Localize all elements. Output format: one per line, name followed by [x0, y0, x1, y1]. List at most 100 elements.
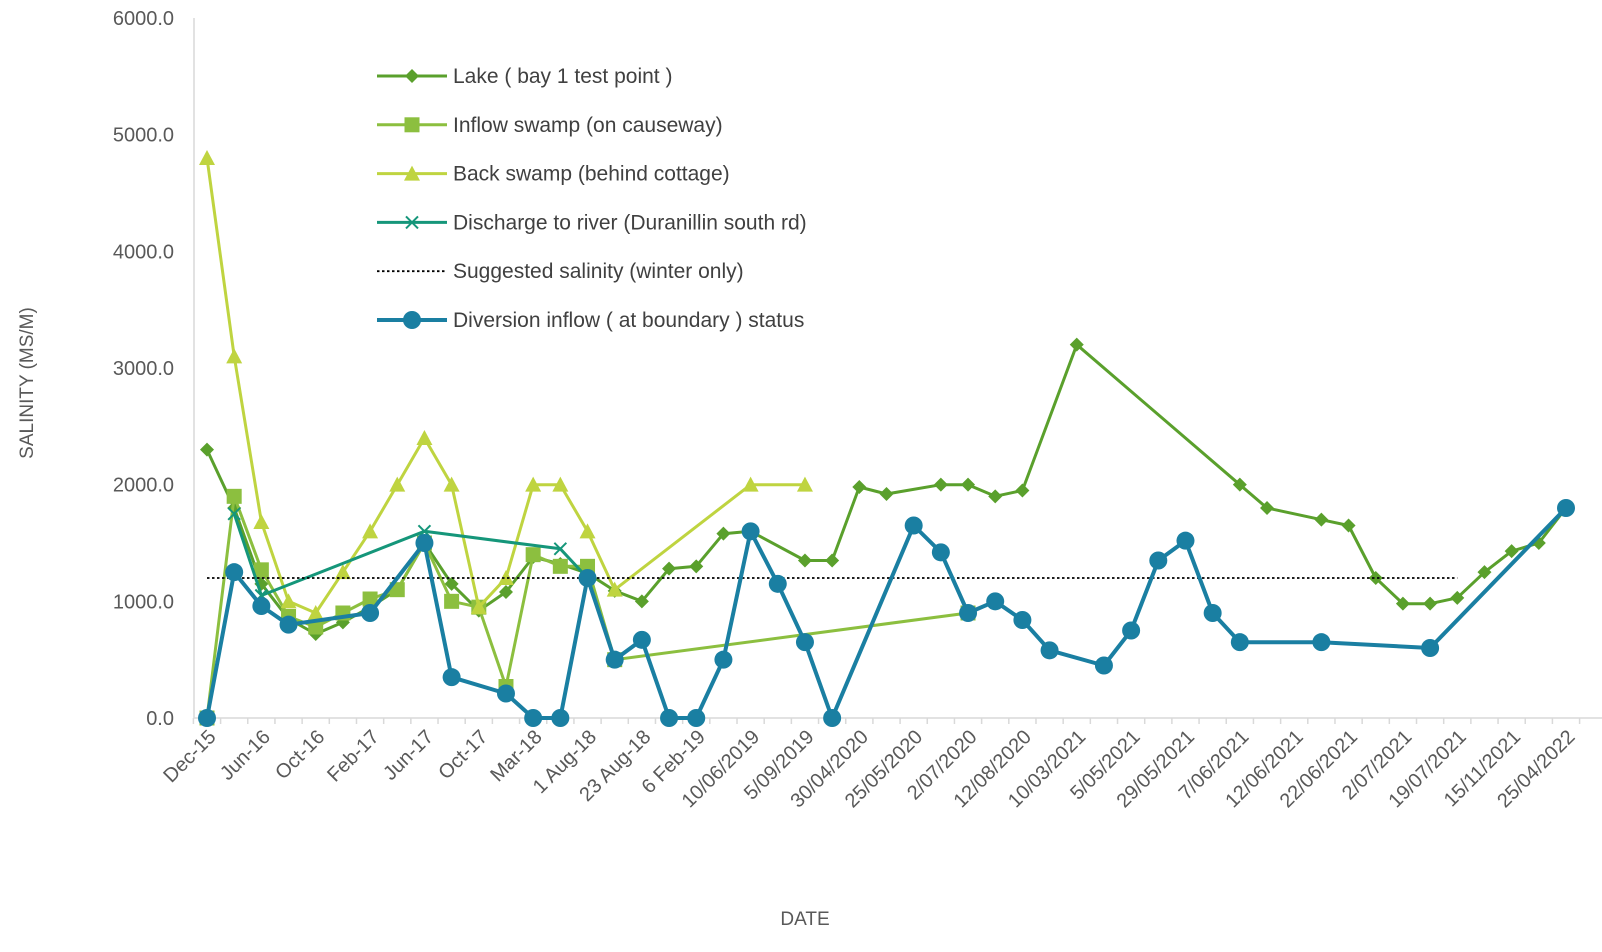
y-axis-title: SALINITY (MS/M)	[17, 307, 38, 459]
data-point-discharge-to-river-duranillin-south-rd	[553, 542, 568, 556]
data-point-diversion-inflow-at-boundary-status	[1013, 611, 1032, 629]
data-point-diversion-inflow-at-boundary-status	[1176, 531, 1195, 550]
data-point-lake-bay-1-test-point	[1069, 337, 1084, 352]
legend-item: Suggested salinity (winter only)	[377, 260, 744, 283]
data-point-lake-bay-1-test-point	[825, 553, 840, 568]
legend-label: Diversion inflow ( at boundary ) status	[453, 309, 804, 332]
data-point-back-swamp-behind-cottage	[552, 476, 569, 492]
x-tick-label: Feb-17	[323, 726, 383, 786]
data-point-back-swamp-behind-cottage	[525, 476, 542, 492]
data-point-lake-bay-1-test-point	[797, 553, 812, 568]
legend-item: Discharge to river (Duranillin south rd)	[377, 211, 807, 234]
data-point-lake-bay-1-test-point	[1314, 512, 1329, 527]
y-tick-label: 6000.0	[113, 8, 174, 30]
data-point-lake-bay-1-test-point	[1450, 590, 1465, 605]
data-point-lake-bay-1-test-point	[1232, 477, 1247, 492]
data-point-inflow-swamp-on-causeway	[444, 593, 460, 609]
data-point-diversion-inflow-at-boundary-status	[279, 615, 298, 634]
legend-item: Diversion inflow ( at boundary ) status	[377, 309, 804, 332]
data-point-lake-bay-1-test-point	[1015, 483, 1030, 498]
data-point-back-swamp-behind-cottage	[253, 514, 270, 529]
legend-label: Discharge to river (Duranillin south rd)	[453, 211, 807, 234]
data-point-lake-bay-1-test-point	[1395, 596, 1410, 611]
data-point-lake-bay-1-test-point	[662, 561, 677, 576]
y-axis: 0.0 1000.0 2000.0 3000.0 4000.0 5000.0 6000.0	[113, 8, 195, 730]
data-point-lake-bay-1-test-point	[988, 489, 1003, 504]
series-diversion-inflow-at-boundary-status	[198, 499, 1575, 727]
data-point-diversion-inflow-at-boundary-status	[1149, 551, 1168, 570]
data-point-diversion-inflow-at-boundary-status	[795, 633, 814, 652]
legend-marker	[404, 117, 420, 133]
y-tick-label: 4000.0	[113, 241, 174, 263]
data-point-diversion-inflow-at-boundary-status	[1040, 641, 1059, 660]
data-point-diversion-inflow-at-boundary-status	[225, 563, 244, 582]
data-point-diversion-inflow-at-boundary-status	[524, 709, 543, 727]
y-tick-label: 3000.0	[113, 358, 174, 380]
data-point-lake-bay-1-test-point	[1423, 596, 1438, 611]
data-point-diversion-inflow-at-boundary-status	[1094, 656, 1113, 675]
data-point-back-swamp-behind-cottage	[416, 430, 433, 445]
x-axis: Dec-15Jun-16Oct-16Feb-17Jun-17Oct-17Mar-…	[159, 717, 1602, 812]
data-point-lake-bay-1-test-point	[689, 559, 704, 574]
y-tick-label: 2000.0	[113, 475, 174, 497]
data-point-back-swamp-behind-cottage	[497, 570, 514, 585]
data-point-diversion-inflow-at-boundary-status	[741, 522, 760, 541]
data-point-lake-bay-1-test-point	[498, 585, 513, 599]
series-lake-bay-1-test-point	[200, 337, 1573, 641]
data-point-diversion-inflow-at-boundary-status	[959, 604, 978, 622]
data-point-back-swamp-behind-cottage	[362, 523, 379, 539]
legend-item: Back swamp (behind cottage)	[377, 163, 730, 186]
data-point-lake-bay-1-test-point	[254, 576, 269, 591]
data-point-diversion-inflow-at-boundary-status	[823, 709, 842, 727]
data-point-inflow-swamp-on-causeway	[362, 591, 378, 607]
data-point-diversion-inflow-at-boundary-status	[578, 569, 597, 587]
data-point-diversion-inflow-at-boundary-status	[198, 709, 216, 727]
legend: Lake ( bay 1 test point ) Inflow swamp (o…	[377, 65, 807, 332]
data-point-back-swamp-behind-cottage	[796, 476, 813, 492]
x-tick-marks	[192, 718, 1581, 724]
data-point-lake-bay-1-test-point	[1341, 518, 1356, 533]
legend-label: Lake ( bay 1 test point )	[453, 65, 672, 88]
data-point-diversion-inflow-at-boundary-status	[986, 592, 1005, 611]
data-point-back-swamp-behind-cottage	[334, 564, 351, 580]
data-point-back-swamp-behind-cottage	[579, 523, 596, 539]
legend-item: Lake ( bay 1 test point )	[377, 65, 672, 88]
data-point-lake-bay-1-test-point	[634, 594, 649, 609]
data-point-diversion-inflow-at-boundary-status	[687, 709, 706, 727]
data-point-back-swamp-behind-cottage	[389, 476, 406, 492]
data-point-lake-bay-1-test-point	[1260, 501, 1275, 515]
data-point-diversion-inflow-at-boundary-status	[714, 650, 733, 669]
data-point-diversion-inflow-at-boundary-status	[1122, 621, 1141, 640]
data-point-inflow-swamp-on-causeway	[552, 558, 568, 574]
data-point-diversion-inflow-at-boundary-status	[1203, 604, 1222, 622]
data-point-inflow-swamp-on-causeway	[525, 547, 541, 563]
data-point-diversion-inflow-at-boundary-status	[551, 709, 570, 727]
y-tick-label: 1000.0	[113, 591, 174, 613]
series-layer	[198, 150, 1575, 727]
x-tick-label: Oct-16	[271, 726, 329, 784]
y-tick-label: 5000.0	[113, 125, 174, 147]
data-point-diversion-inflow-at-boundary-status	[660, 709, 679, 727]
data-point-back-swamp-behind-cottage	[280, 593, 297, 609]
data-point-lake-bay-1-test-point	[444, 576, 459, 591]
data-point-diversion-inflow-at-boundary-status	[496, 684, 515, 703]
data-point-diversion-inflow-at-boundary-status	[1421, 639, 1440, 657]
series-line-diversion-inflow-at-boundary-status	[205, 506, 1568, 720]
legend-marker	[405, 69, 419, 83]
x-tick-label: Jun-16	[216, 726, 275, 785]
x-tick-label: Oct-17	[434, 726, 492, 784]
x-axis-title: DATE	[780, 909, 829, 930]
data-point-lake-bay-1-test-point	[879, 487, 894, 501]
y-tick-label: 0.0	[146, 708, 174, 730]
data-point-back-swamp-behind-cottage	[443, 476, 460, 492]
data-point-lake-bay-1-test-point	[1477, 565, 1492, 580]
legend-label: Suggested salinity (winter only)	[453, 260, 744, 283]
legend-label: Back swamp (behind cottage)	[453, 163, 730, 186]
x-tick-label: Jun-17	[379, 726, 438, 785]
data-point-lake-bay-1-test-point	[1504, 544, 1519, 559]
data-point-diversion-inflow-at-boundary-status	[931, 543, 950, 562]
data-point-inflow-swamp-on-causeway	[253, 562, 269, 578]
data-point-lake-bay-1-test-point	[933, 477, 948, 492]
data-point-back-swamp-behind-cottage	[199, 150, 215, 165]
